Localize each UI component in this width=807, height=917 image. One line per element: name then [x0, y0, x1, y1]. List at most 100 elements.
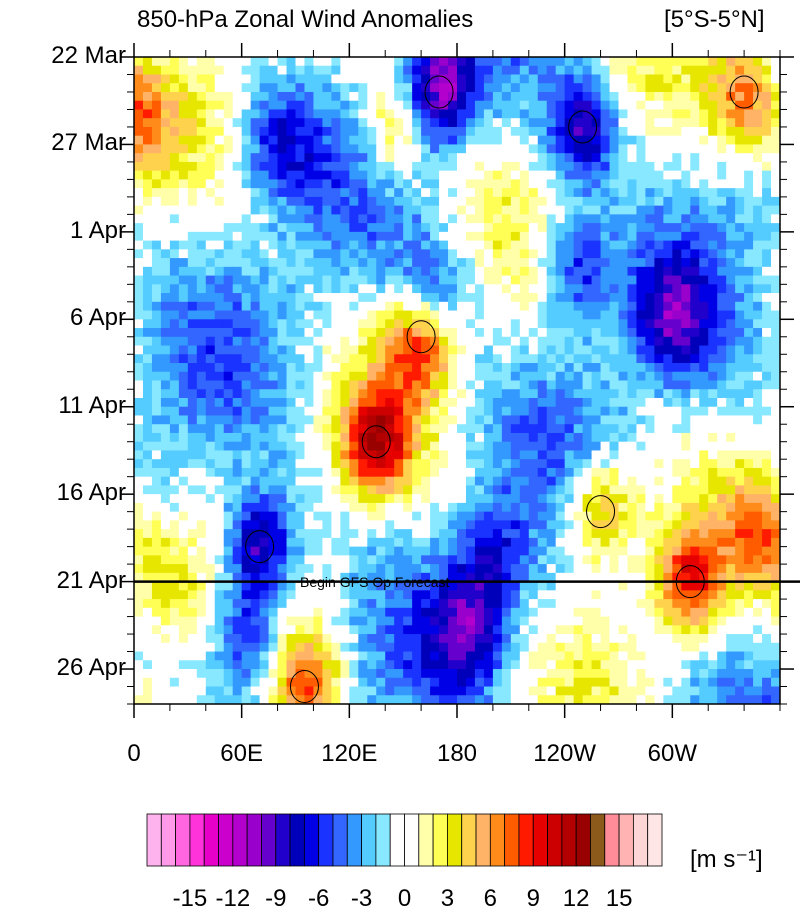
field-cell — [223, 223, 234, 233]
field-cell — [663, 389, 673, 399]
field-cell — [223, 57, 234, 67]
field-cell — [555, 397, 566, 408]
field-cell — [600, 57, 611, 67]
field-cell — [313, 625, 324, 635]
field-cell — [151, 371, 162, 382]
field-cell — [591, 354, 602, 364]
field-cell — [349, 651, 359, 661]
field-cell — [196, 476, 207, 487]
field-cell — [178, 529, 189, 539]
field-cell — [654, 144, 664, 154]
field-cell — [483, 161, 494, 172]
field-cell — [286, 564, 297, 574]
field-cell — [663, 65, 673, 76]
field-cell — [322, 581, 332, 591]
field-cell — [555, 485, 566, 495]
field-cell — [313, 153, 324, 163]
field-cell — [618, 450, 629, 460]
field-cell — [412, 476, 422, 487]
field-cell — [421, 57, 431, 67]
field-cell — [744, 258, 754, 268]
field-cell — [465, 284, 476, 294]
field-cell — [178, 660, 189, 670]
field-cell — [726, 467, 736, 478]
field-cell — [726, 572, 736, 583]
field-cell — [519, 424, 530, 434]
field-cell — [439, 319, 449, 329]
field-cell — [753, 214, 763, 224]
field-cell — [134, 389, 144, 399]
field-cell — [618, 100, 629, 111]
field-cell — [313, 109, 324, 119]
field-cell — [618, 345, 629, 355]
field-cell — [717, 494, 727, 504]
field-cell — [762, 494, 772, 504]
field-cell — [286, 459, 297, 469]
field-cell — [430, 634, 440, 644]
field-cell — [735, 537, 745, 548]
field-cell — [681, 467, 691, 478]
field-cell — [241, 83, 252, 93]
field-cell — [582, 581, 593, 591]
field-cell — [591, 310, 602, 320]
field-cell — [340, 310, 350, 320]
field-cell — [735, 572, 745, 583]
field-cell — [196, 441, 207, 452]
field-cell — [744, 371, 754, 382]
field-cell — [708, 249, 718, 259]
field-cell — [735, 616, 745, 626]
field-cell — [744, 432, 754, 443]
field-cell — [564, 485, 575, 495]
field-cell — [708, 328, 718, 338]
field-cell — [412, 354, 422, 364]
field-cell — [457, 144, 467, 154]
field-cell — [744, 616, 754, 626]
field-cell — [690, 109, 700, 119]
field-cell — [412, 494, 422, 504]
field-cell — [681, 100, 691, 111]
field-cell — [690, 616, 700, 626]
field-cell — [591, 196, 602, 207]
field-cell — [142, 555, 153, 565]
field-cell — [573, 258, 584, 268]
field-cell — [169, 83, 180, 93]
field-cell — [457, 205, 467, 215]
field-cell — [600, 599, 611, 609]
field-cell — [681, 301, 691, 312]
field-cell — [430, 109, 440, 119]
field-cell — [762, 599, 772, 609]
field-cell — [654, 642, 664, 653]
field-cell — [474, 328, 485, 338]
field-cell — [376, 555, 386, 565]
field-cell — [169, 310, 180, 320]
field-cell — [762, 319, 772, 329]
field-cell — [636, 590, 647, 600]
field-cell — [771, 135, 780, 146]
field-cell — [690, 57, 700, 67]
field-cell — [708, 83, 718, 93]
field-cell — [528, 258, 539, 268]
field-cell — [690, 266, 700, 277]
field-cell — [268, 572, 279, 583]
field-cell — [169, 555, 180, 565]
field-cell — [223, 214, 234, 224]
field-cell — [448, 345, 458, 355]
field-cell — [510, 266, 521, 277]
field-cell — [214, 424, 225, 434]
field-cell — [376, 651, 386, 661]
field-cell — [403, 485, 413, 495]
field-cell — [430, 179, 440, 189]
field-cell — [609, 397, 620, 408]
field-cell — [286, 293, 297, 303]
field-cell — [151, 266, 162, 277]
field-cell — [439, 231, 449, 242]
field-cell — [223, 118, 234, 128]
field-cell — [322, 450, 332, 460]
field-cell — [690, 240, 700, 250]
field-cell — [645, 118, 655, 128]
field-cell — [223, 275, 234, 285]
field-cell — [322, 363, 332, 373]
field-cell — [421, 555, 431, 565]
field-cell — [134, 293, 144, 303]
field-cell — [555, 450, 566, 460]
